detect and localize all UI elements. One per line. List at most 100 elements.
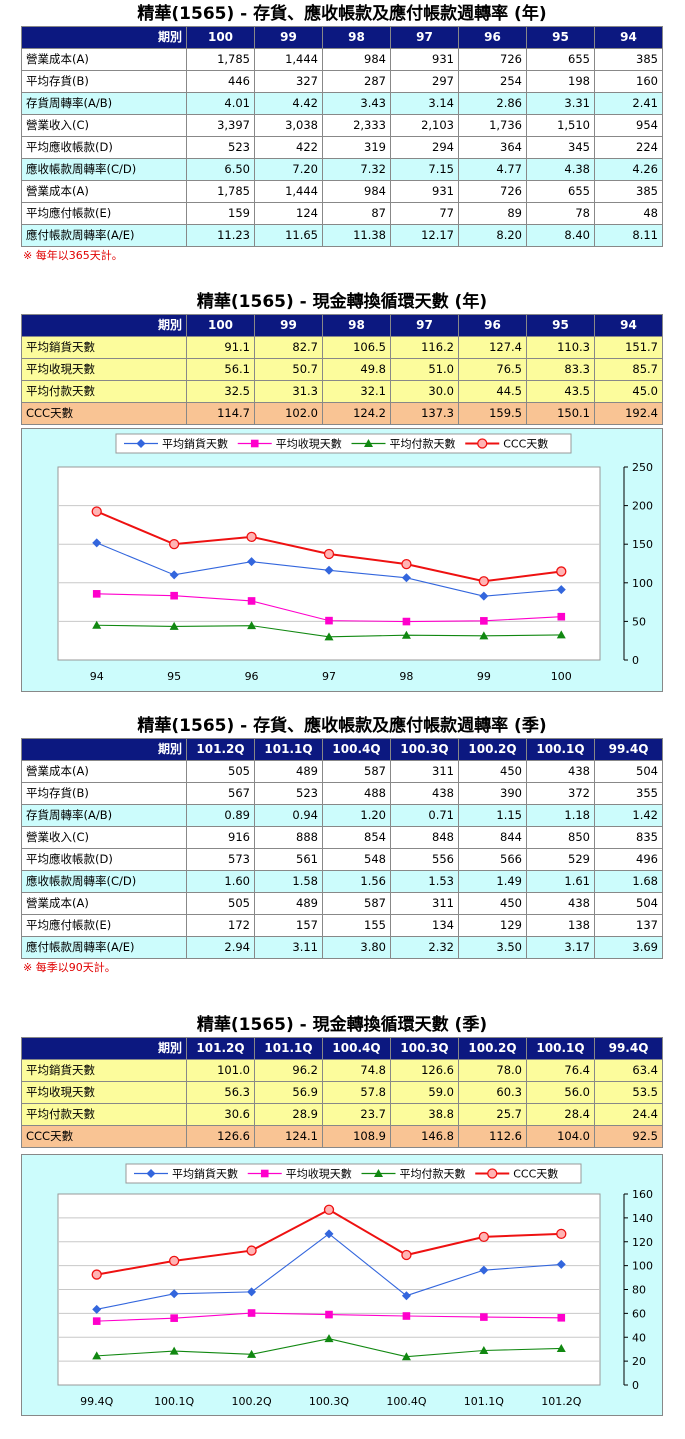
table-cell: 488 bbox=[322, 782, 391, 805]
row-label: 平均存貨(B) bbox=[21, 782, 187, 805]
table-cell: 49.8 bbox=[322, 358, 391, 381]
annual-ccc-table: 期別 100 99 98 97 96 95 94 平均銷貨天數 91.1 82.7 106.5 116.… bbox=[21, 314, 663, 425]
y-tick-label: 40 bbox=[632, 1331, 646, 1344]
data-point bbox=[401, 573, 411, 583]
table-row: 應付帳款周轉率(A/E) 2.94 3.11 3.80 2.32 3.50 3.17 3.69 bbox=[21, 936, 663, 959]
table-cell: 450 bbox=[458, 760, 527, 783]
column-header: 99 bbox=[254, 314, 323, 337]
data-point bbox=[479, 591, 489, 601]
data-point bbox=[401, 1291, 411, 1301]
data-point bbox=[169, 570, 179, 580]
row-label: 平均收現天數 bbox=[21, 358, 187, 381]
chart-legend: 平均銷貨天數 平均收現天數 平均付款天數 CCC天數 bbox=[115, 433, 572, 454]
row-label: 平均付款天數 bbox=[21, 1103, 187, 1126]
table-cell: 254 bbox=[458, 70, 527, 93]
column-header: 100.4Q bbox=[322, 738, 391, 761]
table-cell: 151.7 bbox=[594, 336, 663, 359]
data-point bbox=[169, 621, 179, 630]
table-cell: 3.69 bbox=[594, 936, 663, 959]
table-cell: 364 bbox=[458, 136, 527, 159]
table-cell: 319 bbox=[322, 136, 391, 159]
data-point bbox=[247, 1287, 257, 1297]
table-row: 平均收現天數 56.1 50.7 49.8 51.0 76.5 83.3 85.7 bbox=[21, 358, 663, 381]
table-cell: 450 bbox=[458, 892, 527, 915]
table-cell: 110.3 bbox=[526, 336, 595, 359]
row-label: 平均應收帳款(D) bbox=[21, 848, 187, 871]
y-tick-label: 100 bbox=[632, 1260, 653, 1273]
table-cell: 25.7 bbox=[458, 1103, 527, 1126]
table-cell: 44.5 bbox=[458, 380, 527, 403]
annual-ccc-section: 精華(1565) - 現金轉換循環天數 (年) 期別 100 99 98 97 96 95 9… bbox=[21, 290, 663, 425]
data-point bbox=[401, 558, 412, 570]
annual-turnover-section: 精華(1565) - 存貨、應收帳款及應付帳款週轉率 (年) 期別 100 99 98… bbox=[21, 2, 663, 265]
table-cell: 355 bbox=[594, 782, 663, 805]
x-tick-label: 100.2Q bbox=[231, 1395, 271, 1408]
table-cell: 327 bbox=[254, 70, 323, 93]
table-cell: 2,333 bbox=[322, 114, 391, 137]
row-label: 平均應付帳款(E) bbox=[21, 914, 187, 937]
table-cell: 32.5 bbox=[186, 380, 255, 403]
data-point bbox=[325, 616, 333, 625]
legend-label: 平均銷貨天數 bbox=[162, 437, 228, 451]
table-cell: 96.2 bbox=[254, 1059, 323, 1082]
series-3 bbox=[92, 1334, 566, 1361]
table-cell: 30.0 bbox=[390, 380, 459, 403]
table-cell: 1.56 bbox=[322, 870, 391, 893]
table-cell: 3,038 bbox=[254, 114, 323, 137]
table-cell: 1.61 bbox=[526, 870, 595, 893]
legend-marker bbox=[477, 438, 488, 449]
table-cell: 848 bbox=[390, 826, 459, 849]
table-cell: 3.50 bbox=[458, 936, 527, 959]
quarterly-turnover-section: 精華(1565) - 存貨、應收帳款及應付帳款週轉率 (季) 期別 101.2Q 1… bbox=[21, 714, 663, 977]
table-cell: 124 bbox=[254, 202, 323, 225]
y-tick-label: 0 bbox=[632, 1379, 639, 1392]
data-point bbox=[92, 590, 101, 598]
table-cell: 76.5 bbox=[458, 358, 527, 381]
table-row: 平均存貨(B) 446 327 287 297 254 198 160 bbox=[21, 70, 663, 93]
x-tick-label: 100.3Q bbox=[309, 1395, 349, 1408]
column-header: 96 bbox=[458, 314, 527, 337]
table-row: 平均收現天數 56.3 56.9 57.8 59.0 60.3 56.0 53.5 bbox=[21, 1081, 663, 1104]
table-cell: 297 bbox=[390, 70, 459, 93]
column-header: 100.3Q bbox=[390, 1037, 459, 1060]
column-header: 100.4Q bbox=[322, 1037, 391, 1060]
table-cell: 8.40 bbox=[526, 224, 595, 247]
table-row: 存貨周轉率(A/B) 0.89 0.94 1.20 0.71 1.15 1.18 1.42 bbox=[21, 804, 663, 827]
table-cell: 78.0 bbox=[458, 1059, 527, 1082]
quarterly-turnover-table: 期別 101.2Q 101.1Q 100.4Q 100.3Q 100.2Q 100.1Q 99… bbox=[21, 738, 663, 959]
x-tick-label: 101.1Q bbox=[464, 1395, 504, 1408]
table-cell: 3.80 bbox=[322, 936, 391, 959]
quarterly-note: ※ 每季以90天計。 bbox=[23, 961, 116, 974]
table-cell: 7.20 bbox=[254, 158, 323, 181]
series-4 bbox=[91, 506, 567, 587]
table-cell: 1.42 bbox=[594, 804, 663, 827]
table-cell: 116.2 bbox=[390, 336, 459, 359]
column-header: 100.1Q bbox=[526, 738, 595, 761]
table-cell: 529 bbox=[526, 848, 595, 871]
row-label: 平均收現天數 bbox=[21, 1081, 187, 1104]
table-cell: 844 bbox=[458, 826, 527, 849]
table-cell: 85.7 bbox=[594, 358, 663, 381]
table-row: CCC天數 126.6 124.1 108.9 146.8 112.6 104.0 92.5 bbox=[21, 1125, 663, 1148]
column-header: 94 bbox=[594, 314, 663, 337]
period-header: 期別 bbox=[21, 738, 187, 761]
table-cell: 63.4 bbox=[594, 1059, 663, 1082]
legend-marker bbox=[364, 439, 373, 447]
y-tick-label: 250 bbox=[632, 461, 653, 474]
legend-label: 平均收現天數 bbox=[276, 437, 342, 451]
table-cell: 7.15 bbox=[390, 158, 459, 181]
table-cell: 1.15 bbox=[458, 804, 527, 827]
x-tick-label: 100.1Q bbox=[154, 1395, 194, 1408]
y-tick-label: 120 bbox=[632, 1236, 653, 1249]
table-cell: 126.6 bbox=[186, 1125, 255, 1148]
table-row: 營業收入(C) 3,397 3,038 2,333 2,103 1,736 1,510 954 bbox=[21, 114, 663, 137]
table-cell: 4.26 bbox=[594, 158, 663, 181]
table-cell: 954 bbox=[594, 114, 663, 137]
table-cell: 60.3 bbox=[458, 1081, 527, 1104]
data-point bbox=[247, 557, 257, 567]
table-cell: 108.9 bbox=[322, 1125, 391, 1148]
row-label: 平均應收帳款(D) bbox=[21, 136, 187, 159]
y-tick-label: 200 bbox=[632, 500, 653, 513]
annual-note: ※ 每年以365天計。 bbox=[23, 249, 123, 262]
data-point bbox=[480, 617, 488, 625]
